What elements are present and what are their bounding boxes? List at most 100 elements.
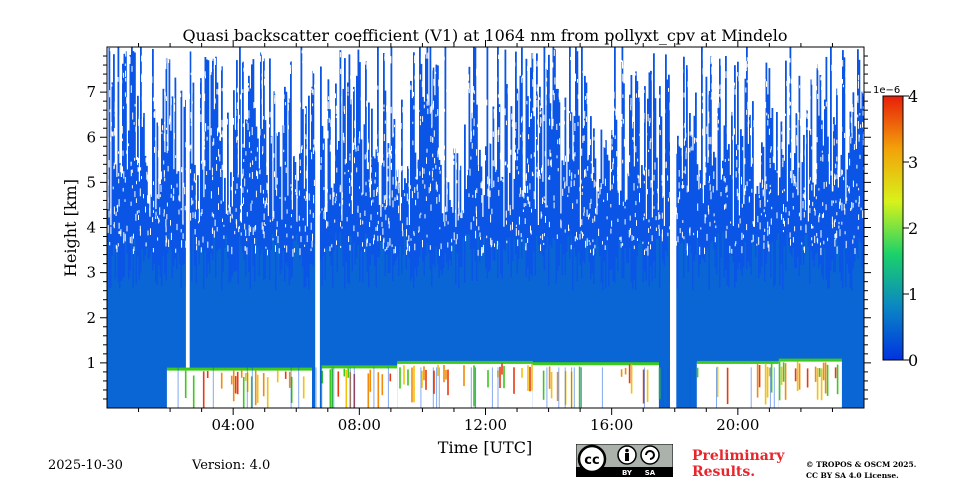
noise-speck — [198, 240, 200, 246]
cloud-streak — [630, 364, 633, 394]
noise-speck — [606, 236, 608, 241]
boundary-layer-column — [774, 284, 777, 408]
colorbar-tick-label: 0 — [908, 351, 918, 370]
noise-speck — [254, 238, 256, 244]
boundary-layer-column — [342, 267, 345, 408]
noise-speck — [480, 182, 482, 189]
noise-speck — [797, 190, 799, 194]
boundary-layer-column — [629, 248, 631, 408]
boundary-layer-column — [351, 271, 354, 408]
noise-speck — [120, 116, 122, 119]
noise-speck — [473, 100, 475, 103]
noise-speck — [217, 128, 218, 137]
noise-speck — [619, 237, 621, 240]
noise-speck — [684, 166, 686, 174]
noise-speck — [705, 167, 707, 173]
noise-speck — [115, 133, 117, 137]
noise-speck — [114, 113, 116, 117]
noise-speck — [613, 175, 614, 184]
boundary-layer-column — [399, 246, 402, 408]
noise-speck — [302, 60, 304, 64]
noise-speck — [755, 105, 757, 111]
cloud-streak — [433, 370, 435, 394]
noise-speck — [381, 118, 383, 124]
noise-speck — [435, 165, 437, 169]
noise-speck — [768, 244, 770, 252]
noise-speck — [638, 79, 640, 88]
noise-speck — [434, 72, 436, 76]
noise-speck — [347, 69, 349, 77]
noise-speck — [766, 183, 768, 190]
noise-speck — [628, 89, 630, 94]
signal-column — [773, 163, 775, 408]
boundary-layer-column — [282, 250, 285, 408]
noise-speck — [276, 188, 278, 196]
noise-speck — [439, 249, 440, 256]
signal-column — [705, 76, 708, 408]
noise-speck — [711, 148, 713, 154]
boundary-layer-column — [648, 286, 651, 408]
boundary-layer-column — [807, 246, 810, 408]
noise-speck — [191, 197, 193, 206]
signal-column — [233, 90, 235, 408]
boundary-layer-column — [599, 256, 601, 408]
boundary-layer-column — [386, 254, 388, 408]
noise-speck — [283, 125, 285, 133]
noise-speck — [547, 159, 549, 166]
noise-speck — [298, 190, 300, 196]
noise-speck — [648, 169, 650, 177]
signal-column — [471, 112, 474, 408]
noise-speck — [272, 238, 274, 241]
noise-speck — [400, 69, 402, 75]
noise-speck — [406, 143, 407, 151]
boundary-layer-column — [749, 266, 751, 408]
noise-speck — [598, 193, 600, 199]
noise-speck — [235, 123, 236, 130]
noise-speck — [236, 183, 238, 189]
noise-speck — [715, 225, 717, 229]
noise-speck — [266, 197, 268, 204]
noise-speck — [734, 89, 736, 95]
noise-speck — [388, 63, 389, 68]
noise-speck — [724, 47, 726, 55]
noise-speck — [757, 181, 759, 186]
preliminary-line-2: Results. — [692, 464, 756, 480]
noise-speck — [530, 230, 532, 235]
boundary-layer-column — [702, 259, 705, 408]
boundary-layer-column — [567, 236, 570, 408]
noise-speck — [375, 172, 377, 177]
cloud-streak — [836, 364, 839, 395]
noise-speck — [107, 196, 109, 204]
noise-speck — [220, 134, 222, 138]
x-tick-label: 16:00 — [590, 416, 633, 434]
noise-speck — [306, 165, 308, 171]
noise-speck — [529, 98, 531, 102]
boundary-layer-column — [300, 255, 303, 408]
boundary-layer-column — [416, 276, 418, 408]
noise-speck — [587, 148, 589, 155]
noise-speck — [270, 51, 272, 59]
boundary-layer-column — [684, 235, 687, 408]
noise-speck — [651, 180, 652, 183]
noise-speck — [664, 109, 666, 113]
noise-speck — [178, 209, 180, 215]
boundary-layer-column — [216, 251, 219, 408]
boundary-layer-column — [129, 271, 132, 408]
noise-speck — [111, 131, 113, 137]
boundary-layer-column — [314, 242, 316, 408]
attenuated-region — [696, 362, 779, 408]
boundary-layer-column — [708, 290, 711, 408]
noise-speck — [343, 136, 345, 143]
noise-speck — [471, 111, 473, 119]
boundary-layer-column — [768, 244, 771, 408]
noise-speck — [378, 186, 380, 195]
noise-speck — [122, 187, 124, 192]
noise-speck — [619, 179, 621, 183]
noise-speck — [729, 245, 731, 254]
noise-speck — [703, 85, 705, 93]
noise-speck — [473, 129, 475, 136]
signal-column — [782, 154, 784, 408]
noise-speck — [332, 99, 334, 105]
noise-speck — [710, 136, 712, 145]
noise-speck — [344, 159, 346, 165]
